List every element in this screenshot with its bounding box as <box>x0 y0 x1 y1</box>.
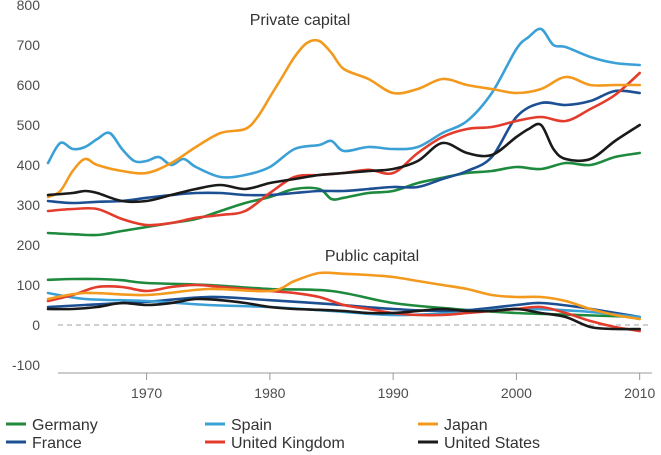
x-tick-label: 1990 <box>378 385 409 401</box>
x-tick-label: 2000 <box>501 385 532 401</box>
y-tick-label: 0 <box>32 317 40 333</box>
x-tick-label: 2010 <box>624 385 655 401</box>
y-tick-label: 800 <box>17 0 41 13</box>
series-line-united-states-public <box>46 297 641 331</box>
x-tick-label: 1980 <box>254 385 285 401</box>
panel-title-public: Public capital <box>325 248 419 265</box>
series-line-france-public <box>46 295 641 319</box>
y-tick-label: 400 <box>17 157 41 173</box>
series-line-united-kingdom-public <box>46 283 641 333</box>
y-tick-label: -100 <box>12 357 40 373</box>
y-tick-label: 500 <box>17 117 41 133</box>
legend-label-germany: Germany <box>32 417 98 434</box>
y-tick-label: 300 <box>17 197 41 213</box>
y-tick-label: 600 <box>17 77 41 93</box>
series-line-france-private <box>46 89 641 205</box>
legend-label-france: France <box>32 435 82 452</box>
y-tick-label: 700 <box>17 37 41 53</box>
x-tick-label: 1970 <box>131 385 162 401</box>
legend-label-japan: Japan <box>444 417 488 434</box>
series-line-japan-private <box>46 38 641 199</box>
series-lines <box>46 27 641 333</box>
panel-title-private: Private capital <box>250 12 351 29</box>
legend-label-united-kingdom: United Kingdom <box>231 435 345 452</box>
series-line-germany-public <box>46 277 641 319</box>
series-line-spain-private <box>46 27 641 179</box>
y-tick-label: 200 <box>17 237 41 253</box>
series-line-japan-public <box>46 271 641 321</box>
series-line-germany-private <box>46 151 641 237</box>
legend: Germany Spain Japan France United Kingdom Uni… <box>6 417 540 452</box>
legend-label-spain: Spain <box>231 417 272 434</box>
x-axis-ticks: 1970 1980 1990 2000 2010 <box>58 372 655 401</box>
legend-label-united-states: United States <box>444 435 540 452</box>
y-axis-ticks: -100 0 100 200 300 400 500 600 700 800 <box>12 0 40 373</box>
series-line-united-states-private <box>46 122 641 204</box>
y-tick-label: 100 <box>17 277 41 293</box>
